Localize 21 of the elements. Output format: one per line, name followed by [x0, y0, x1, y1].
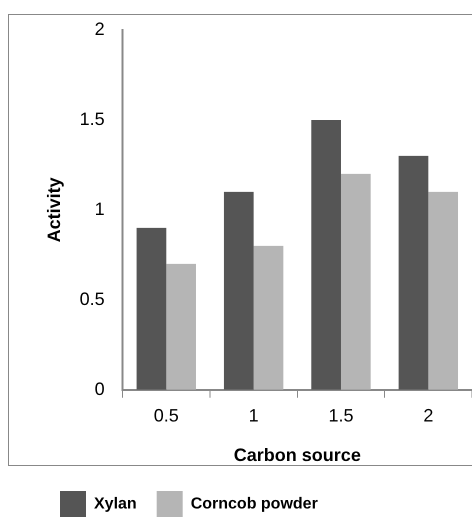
y-tick-label: 0.5 — [80, 288, 105, 309]
legend-label: Corncob powder — [190, 495, 318, 512]
x-axis-title: Carbon source — [234, 445, 361, 466]
y-tick-label: 0 — [94, 378, 105, 399]
y-tick-label: 1.5 — [80, 108, 105, 129]
bar — [166, 264, 196, 390]
bar — [311, 120, 341, 390]
bar — [224, 192, 254, 390]
x-tick-label: 0.5 — [154, 406, 179, 426]
x-tick-label: 1 — [248, 406, 259, 426]
bar — [136, 228, 166, 390]
x-tick-label: 2 — [423, 406, 434, 426]
legend-label: Xylan — [94, 495, 137, 512]
bar — [340, 174, 371, 390]
bar — [428, 192, 458, 390]
y-axis-title: Activity — [44, 177, 64, 242]
x-tick-label: 1.5 — [328, 406, 354, 426]
bar — [398, 156, 428, 390]
bar — [254, 246, 284, 390]
y-tick-label: 1 — [94, 198, 105, 219]
y-tick-label: 2 — [94, 18, 105, 39]
